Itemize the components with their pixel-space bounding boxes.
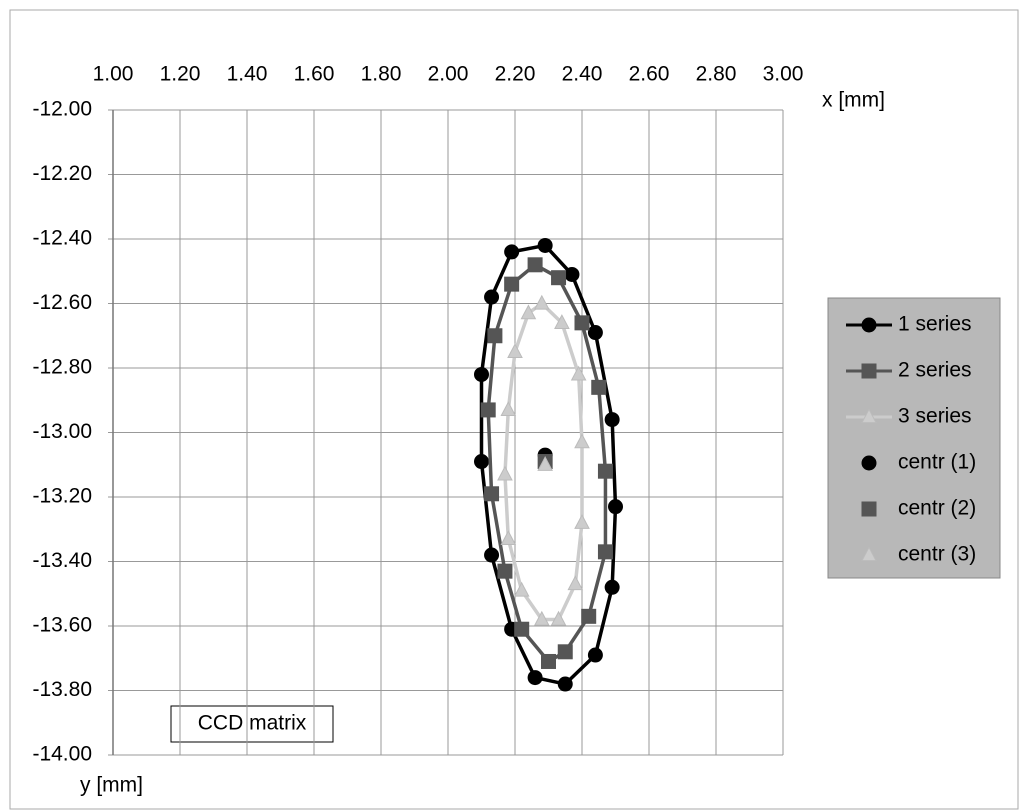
marker — [557, 644, 573, 660]
y-tick-label: -13.20 — [32, 485, 92, 508]
marker — [537, 237, 553, 253]
annotation-box — [170, 705, 334, 743]
legend-label: centr (1) — [898, 451, 976, 474]
marker — [537, 455, 553, 471]
marker — [574, 315, 590, 331]
marker — [484, 547, 500, 563]
x-axis-label: x [mm] — [822, 89, 885, 112]
y-tick-label: -12.40 — [32, 227, 92, 250]
y-tick-label: -13.00 — [32, 420, 92, 443]
marker — [484, 486, 500, 502]
marker — [587, 325, 603, 341]
marker — [550, 610, 567, 626]
legend-marker — [861, 408, 877, 424]
marker — [474, 454, 489, 470]
marker — [527, 257, 543, 273]
marker — [597, 463, 613, 479]
marker — [608, 499, 623, 515]
x-tick-label: 2.40 — [562, 63, 603, 86]
legend-label: centr (2) — [898, 497, 976, 520]
x-tick-label: 1.20 — [160, 63, 201, 86]
marker — [487, 328, 503, 344]
marker — [474, 366, 489, 382]
legend-box — [827, 297, 1001, 579]
marker — [504, 244, 520, 260]
y-tick-label: -14.00 — [32, 743, 92, 766]
marker — [500, 401, 517, 417]
marker — [527, 670, 543, 686]
marker — [591, 379, 607, 395]
marker — [520, 304, 537, 320]
y-tick-label: -12.00 — [32, 98, 92, 121]
marker — [484, 289, 500, 305]
y-tick-label: -12.60 — [32, 291, 92, 314]
y-tick-label: -13.40 — [32, 549, 92, 572]
marker — [551, 270, 567, 286]
y-tick-label: -13.80 — [32, 678, 92, 701]
x-tick-label: 1.80 — [361, 63, 402, 86]
marker — [504, 276, 520, 292]
legend-label: 3 series — [898, 405, 972, 428]
marker — [574, 514, 590, 529]
y-tick-label: -13.60 — [32, 614, 92, 637]
marker — [587, 647, 603, 663]
marker — [507, 343, 523, 358]
legend-marker — [861, 501, 877, 517]
legend-marker — [861, 546, 877, 562]
marker — [497, 563, 513, 579]
marker — [514, 621, 530, 637]
legend-label: centr (3) — [898, 543, 976, 566]
y-tick-label: -12.20 — [32, 162, 92, 185]
marker — [604, 412, 620, 428]
series-line — [479, 243, 618, 686]
x-tick-label: 2.60 — [629, 63, 670, 86]
y-axis-label: y [mm] — [80, 774, 143, 797]
marker — [497, 465, 513, 481]
marker — [533, 294, 550, 310]
x-tick-label: 2.00 — [428, 63, 469, 86]
x-tick-label: 1.00 — [93, 63, 134, 86]
legend-label: 2 series — [898, 359, 972, 382]
marker — [554, 314, 570, 329]
x-tick-label: 2.80 — [696, 63, 737, 86]
marker — [480, 402, 496, 418]
legend-marker — [861, 455, 877, 471]
legend-marker — [861, 317, 877, 333]
marker — [574, 433, 590, 449]
marker — [564, 266, 580, 282]
marker — [604, 579, 620, 595]
marker — [567, 575, 584, 591]
marker — [500, 530, 517, 546]
x-tick-label: 3.00 — [763, 63, 804, 86]
marker — [570, 365, 587, 381]
marker — [513, 581, 530, 597]
y-tick-label: -12.80 — [32, 356, 92, 379]
series-line — [486, 263, 608, 664]
legend-label: 1 series — [898, 313, 972, 336]
legend-marker — [861, 363, 877, 379]
x-tick-label: 1.60 — [294, 63, 335, 86]
marker — [541, 653, 556, 669]
x-tick-label: 1.40 — [227, 63, 268, 86]
x-tick-label: 2.20 — [495, 63, 536, 86]
marker — [581, 608, 597, 624]
annotation: CCD matrix — [198, 712, 307, 735]
marker — [597, 544, 613, 560]
marker — [533, 610, 550, 626]
marker — [557, 676, 573, 692]
